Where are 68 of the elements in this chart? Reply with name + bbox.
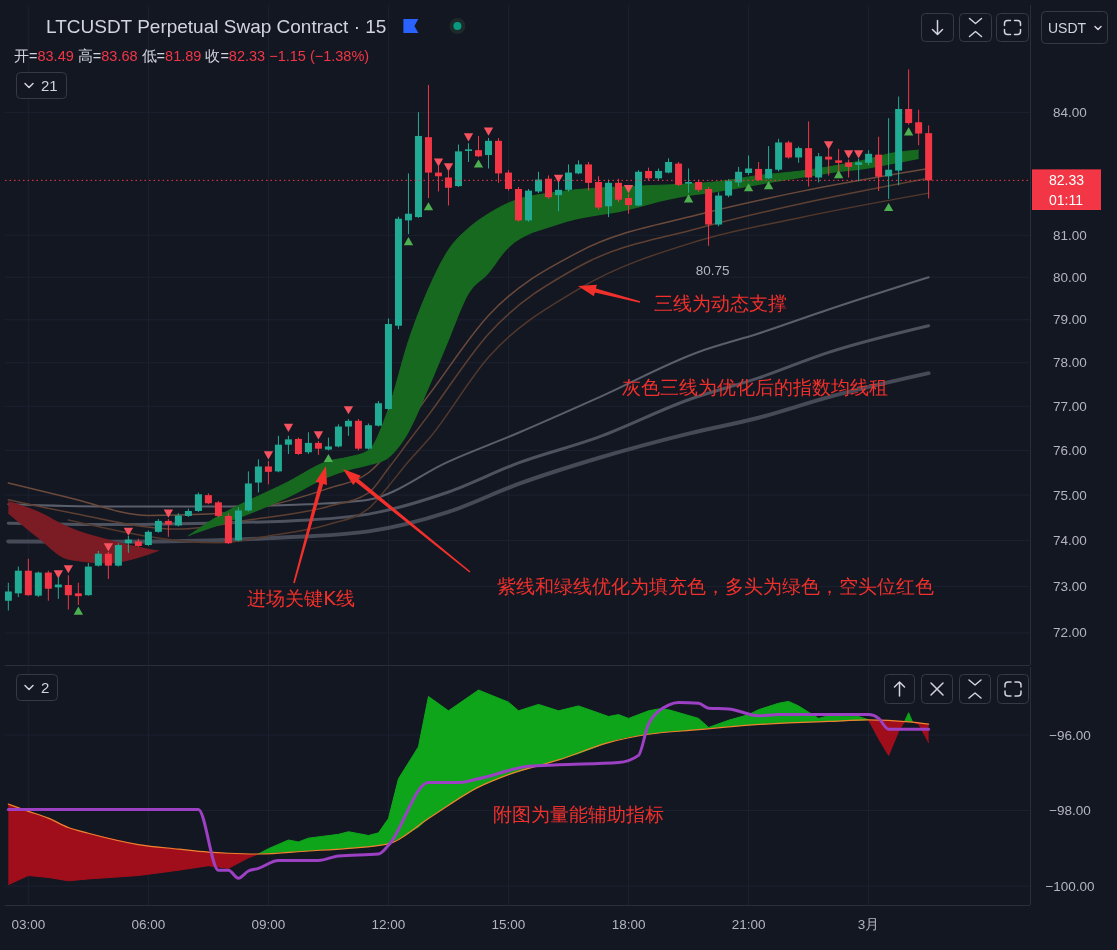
y-tick-label: 75.00 <box>1053 487 1087 503</box>
candlestick <box>304 431 312 455</box>
x-tick-label: 09:00 <box>251 916 286 932</box>
candlestick <box>474 135 482 158</box>
candlestick <box>855 158 863 182</box>
candlestick <box>915 109 923 146</box>
candlestick <box>374 400 382 428</box>
candlestick <box>64 574 72 611</box>
candlestick <box>284 435 292 455</box>
y-tick-label: 84.00 <box>1053 105 1087 121</box>
candlestick <box>885 117 893 200</box>
y-tick-label: 80.00 <box>1053 269 1087 285</box>
text: 01:11 <box>1049 192 1084 208</box>
x-tick-label: 03:00 <box>11 916 46 932</box>
candlestick <box>464 142 472 163</box>
candlestick <box>264 460 272 485</box>
candlestick <box>404 172 412 235</box>
candlestick <box>685 168 693 194</box>
y-tick-label: 74.00 <box>1053 532 1087 548</box>
annotation: 附图为量能辅助指标 <box>492 803 664 825</box>
x-tick-label: 06:00 <box>131 916 166 932</box>
candlestick <box>605 179 613 218</box>
y-tick-label: 78.00 <box>1053 355 1087 371</box>
x-tick-label: 3月 <box>857 916 880 932</box>
annotation: 80.75 <box>695 263 730 279</box>
x-tick-label: 18:00 <box>611 916 646 932</box>
x-tick-label: 12:00 <box>371 916 406 932</box>
candlestick <box>745 154 753 176</box>
candlestick <box>5 582 12 612</box>
y-tick-label: 73.00 <box>1053 578 1087 594</box>
candlestick <box>254 458 262 493</box>
candlestick <box>14 566 22 598</box>
x-tick-label: 15:00 <box>491 916 526 932</box>
candlestick <box>765 145 773 180</box>
y-tick-label: −100.00 <box>1045 878 1095 894</box>
text: USDT <box>1048 19 1087 36</box>
annotation: 紫线和绿线优化为填充色，多头为绿色，空头位红色 <box>496 575 934 597</box>
candlestick <box>625 193 633 215</box>
candlestick <box>44 570 52 602</box>
text: 开=83.49 高=83.68 低=81.89 收=82.33 −1.15 (−1.38%) <box>14 48 370 64</box>
candlestick <box>815 152 823 183</box>
y-tick-label: 72.00 <box>1053 625 1087 641</box>
candlestick <box>565 163 573 192</box>
annotation: 灰色三线为优化后的指数均线租 <box>622 376 888 398</box>
annotation: 2 <box>41 679 50 696</box>
annotation: 进场关键K线 <box>247 587 355 609</box>
candlestick <box>194 491 202 513</box>
candlestick <box>364 422 372 451</box>
y-tick-label: −98.00 <box>1049 803 1091 819</box>
text: LTCUSDT Perpetual Swap Contract · 15 <box>46 15 387 37</box>
candlestick <box>104 551 112 580</box>
candlestick <box>735 166 743 188</box>
annotation: 三线为动态支撑 <box>653 292 787 314</box>
candlestick <box>484 137 492 169</box>
candlestick <box>334 423 342 448</box>
y-tick-label: 79.00 <box>1053 312 1087 328</box>
candlestick <box>114 542 122 568</box>
x-tick-label: 21:00 <box>731 916 766 932</box>
candlestick <box>725 178 733 198</box>
y-tick-label: −96.00 <box>1049 727 1091 743</box>
annotation: 21 <box>41 77 58 94</box>
y-tick-label: 77.00 <box>1053 398 1087 414</box>
candlestick <box>905 68 913 126</box>
y-tick-label: 76.00 <box>1053 442 1087 458</box>
ref-line-label: 82.33 <box>1048 172 1085 189</box>
candlestick <box>74 582 82 606</box>
y-tick-label: 81.00 <box>1053 227 1087 243</box>
candlestick <box>34 571 42 598</box>
